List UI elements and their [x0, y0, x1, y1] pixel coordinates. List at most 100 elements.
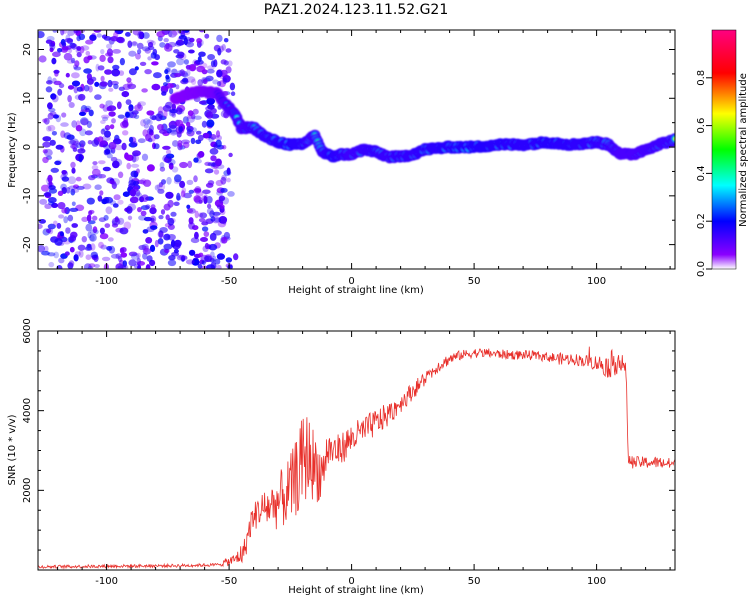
- heatmap-noise-cell: [162, 154, 172, 163]
- heatmap-noise-cell: [47, 76, 52, 84]
- heatmap-noise-cell: [186, 204, 191, 209]
- heatmap-noise-cell: [51, 57, 57, 65]
- heatmap-frame: [37, 29, 676, 270]
- heatmap-noise-cell: [147, 56, 152, 61]
- heatmap-noise-cell: [50, 167, 59, 173]
- heatmap-noise-cell: [94, 81, 100, 87]
- heatmap-noise-cell: [137, 265, 142, 269]
- heatmap-noise-cell: [51, 94, 59, 103]
- heatmap-noise-cell: [47, 112, 54, 120]
- heatmap-noise-cell: [108, 141, 117, 150]
- heatmap-noise-cell: [157, 188, 165, 194]
- heatmap-noise-cell: [103, 144, 111, 150]
- heatmap-noise-cell: [153, 134, 160, 140]
- heatmap-noise-cell: [64, 251, 70, 256]
- heatmap-noise-cell: [182, 116, 189, 124]
- heatmap-noise-cell: [53, 251, 59, 259]
- heatmap-noise-cell: [132, 180, 140, 186]
- heatmap-noise-cell: [222, 217, 227, 225]
- heatmap-noise-cell: [128, 68, 137, 76]
- colorbar-tick-label: 0.0: [696, 261, 707, 277]
- heatmap-noise-cell: [160, 209, 166, 215]
- heatmap-noise-cell: [126, 206, 133, 214]
- heatmap-noise-cell: [131, 152, 139, 157]
- heatmap-noise-cell: [141, 88, 148, 93]
- heatmap-noise-cell: [62, 41, 67, 48]
- heatmap-noise-cell: [120, 252, 128, 258]
- heatmap-noise-cell: [179, 180, 186, 188]
- heatmap-noise-cell: [71, 120, 78, 128]
- heatmap-noise-cell: [67, 95, 72, 103]
- heatmap-noise-cell: [206, 97, 215, 105]
- heatmap-noise-cell: [154, 239, 159, 248]
- heatmap-noise-cell: [71, 167, 76, 174]
- heatmap-noise-cell: [91, 164, 99, 171]
- heatmap-noise-cell: [175, 107, 183, 115]
- heatmap-noise-cell: [63, 216, 69, 224]
- heatmap-noise-cell: [79, 117, 89, 126]
- heatmap-noise-cell: [221, 174, 227, 181]
- heatmap-y-ticks: -20 -10 0 10 20: [22, 43, 675, 270]
- heatmap-noise-cell: [146, 119, 153, 126]
- heatmap-noise-cell: [88, 263, 96, 268]
- heatmap-noise-cell: [111, 118, 116, 124]
- snr-panel: -100 -50 0 50 100 2000 4000 6000 Height of str…: [7, 318, 676, 596]
- heatmap-noise-cell: [69, 246, 75, 253]
- heatmap-noise-cell: [72, 140, 80, 146]
- heatmap-noise-cell: [128, 50, 137, 57]
- heatmap-noise-cell: [114, 30, 124, 35]
- x-tick-label: 100: [587, 576, 606, 587]
- heatmap-noise-cell: [149, 244, 156, 252]
- heatmap-noise-cell: [99, 233, 109, 240]
- heatmap-noise-cell: [91, 139, 99, 147]
- heatmap-noise-cell: [52, 30, 58, 33]
- heatmap-noise-cell: [208, 136, 214, 143]
- heatmap-noise-cell: [83, 84, 90, 92]
- heatmap-noise-cell: [104, 69, 113, 75]
- heatmap-noise-cell: [173, 201, 180, 206]
- heatmap-noise-cell: [47, 102, 53, 110]
- heatmap-noise-cell: [48, 201, 55, 206]
- heatmap-noise-cell: [142, 46, 151, 52]
- heatmap-noise-cell: [99, 103, 105, 109]
- heatmap-noise-cell: [114, 144, 124, 151]
- heatmap-noise-cell: [57, 202, 66, 210]
- snr-y-axis-label: SNR (10 * v/v): [7, 414, 18, 485]
- heatmap-noise-cell: [171, 103, 176, 111]
- heatmap-noise-cell: [185, 259, 195, 265]
- heatmap-noise-cell: [221, 44, 226, 51]
- heatmap-noise-cell: [69, 234, 77, 242]
- heatmap-noise-cell: [205, 133, 212, 140]
- heatmap-noise-cell: [204, 255, 212, 262]
- colorbar-label: Normalized spectral amplitude: [738, 73, 749, 227]
- heatmap-noise-cell: [75, 185, 85, 190]
- heatmap-noise-cell: [111, 68, 121, 77]
- heatmap-noise-cell: [187, 160, 193, 169]
- x-tick-label: -100: [95, 576, 118, 587]
- heatmap-noise-cell: [197, 151, 205, 158]
- heatmap-noise-cell: [96, 33, 102, 38]
- heatmap-noise-cell: [214, 217, 222, 223]
- heatmap-noise-cell: [58, 214, 65, 219]
- heatmap-noise-cell: [56, 222, 62, 229]
- heatmap-noise-cell: [159, 162, 165, 169]
- heatmap-noise-cell: [168, 124, 178, 133]
- heatmap-noise-cell: [104, 124, 111, 131]
- heatmap-noise-cell: [150, 40, 156, 46]
- heatmap-noise-cell: [168, 110, 176, 117]
- heatmap-noise-cell: [125, 111, 130, 118]
- heatmap-noise-cell: [94, 264, 100, 268]
- heatmap-noise-cell: [92, 226, 98, 234]
- heatmap-noise-cell: [121, 264, 129, 269]
- heatmap-noise-cell: [63, 52, 73, 61]
- heatmap-noise-cell: [123, 221, 132, 230]
- heatmap-noise-cell: [142, 229, 149, 234]
- heatmap-noise-cell: [186, 179, 194, 185]
- heatmap-noise-cell: [131, 141, 138, 147]
- heatmap-noise-cell: [112, 49, 121, 54]
- heatmap-noise-cell: [67, 85, 75, 90]
- heatmap-noise-cell: [128, 136, 134, 143]
- heatmap-noise-cell: [186, 128, 192, 135]
- heatmap-noise-cell: [49, 139, 56, 146]
- heatmap-noise-cell: [112, 203, 119, 208]
